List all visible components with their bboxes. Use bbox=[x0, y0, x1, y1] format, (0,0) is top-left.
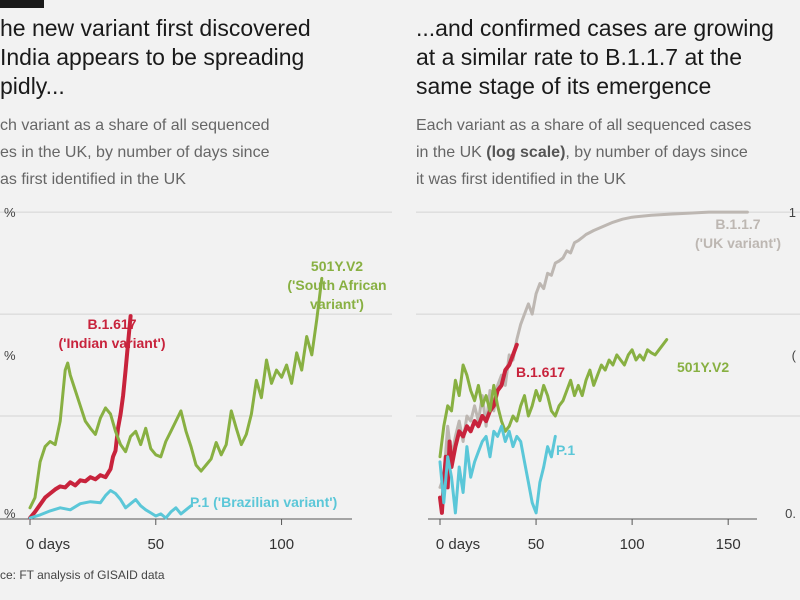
series-label-1-b117-0: B.1.1.7 bbox=[715, 216, 760, 232]
left-sub-line-1: ch variant as a share of all sequenced bbox=[0, 117, 270, 134]
y-tick-label-1-1: ( bbox=[792, 348, 797, 363]
right-sub-line-3: it was first identified in the UK bbox=[416, 171, 626, 188]
right-sub-line-2-pre: in the UK bbox=[416, 144, 487, 161]
series-label-1-501yv2-0: 501Y.V2 bbox=[677, 359, 729, 375]
right-title-line-1: ...and confirmed cases are growing bbox=[416, 15, 774, 41]
series-line-1-501yv2 bbox=[438, 338, 669, 459]
series-label-0-p1-0: P.1 ('Brazilian variant') bbox=[190, 494, 337, 510]
series-label-1-b117-1: ('UK variant') bbox=[695, 235, 781, 251]
x-tick-label-1-2: 100 bbox=[620, 536, 645, 553]
series-label-0-501yv2-2: variant') bbox=[310, 296, 364, 312]
x-tick-label-0-1: 50 bbox=[147, 536, 164, 553]
left-panel-subtitle: ch variant as a share of all sequenced e… bbox=[0, 112, 270, 193]
x-tick-label-1-3: 150 bbox=[716, 536, 741, 553]
source-note: ce: FT analysis of GISAID data bbox=[0, 568, 165, 582]
right-panel-subtitle: Each variant as a share of all sequenced… bbox=[416, 112, 751, 193]
series-line-1-b117 bbox=[438, 210, 749, 489]
y-tick-label-0-0: % bbox=[4, 205, 16, 220]
series-label-1-b1617-0: B.1.617 bbox=[516, 364, 565, 380]
right-title-line-2: at a similar rate to B.1.1.7 at the bbox=[416, 44, 742, 70]
series-line-1-p1 bbox=[438, 424, 557, 515]
series-label-0-501yv2-0: 501Y.V2 bbox=[311, 258, 363, 274]
series-line-0-501yv2 bbox=[28, 276, 324, 510]
x-tick-label-1-0: 0 days bbox=[436, 536, 480, 553]
left-sub-line-3: as first identified in the UK bbox=[0, 171, 186, 188]
left-title-line-1: he new variant first discovered bbox=[0, 15, 311, 41]
header-bar bbox=[0, 0, 44, 8]
left-sub-line-2: es in the UK, by number of days since bbox=[0, 144, 270, 161]
left-title-line-2: India appears to be spreading bbox=[0, 44, 305, 70]
right-title-line-3: same stage of its emergence bbox=[416, 73, 712, 99]
x-tick-label-0-0: 0 days bbox=[26, 536, 70, 553]
y-tick-label-0-2: % bbox=[4, 506, 16, 521]
series-label-0-b1617-1: ('Indian variant') bbox=[58, 335, 165, 351]
right-sub-line-2-post: , by number of days since bbox=[565, 144, 748, 161]
series-label-0-501yv2-1: ('South African bbox=[287, 277, 386, 293]
right-panel-title: ...and confirmed cases are growing at a … bbox=[416, 14, 774, 101]
right-sub-line-1: Each variant as a share of all sequenced… bbox=[416, 117, 752, 134]
y-tick-label-1-2: 0. bbox=[785, 506, 796, 521]
log-scale-note: (log scale) bbox=[486, 144, 566, 161]
y-tick-label-0-1: % bbox=[4, 348, 16, 363]
y-tick-label-1-0: 1 bbox=[789, 205, 796, 220]
series-line-0-b1617 bbox=[28, 314, 133, 520]
x-tick-label-1-1: 50 bbox=[528, 536, 545, 553]
left-title-line-3: pidly... bbox=[0, 73, 65, 99]
series-label-0-b1617-0: B.1.617 bbox=[87, 316, 136, 332]
left-panel-title: he new variant first discovered India ap… bbox=[0, 14, 311, 101]
x-tick-label-0-2: 100 bbox=[269, 536, 294, 553]
series-label-1-p1-0: P.1 bbox=[556, 442, 575, 458]
series-line-1-b1617 bbox=[438, 342, 519, 515]
series-line-0-p1 bbox=[28, 489, 193, 520]
